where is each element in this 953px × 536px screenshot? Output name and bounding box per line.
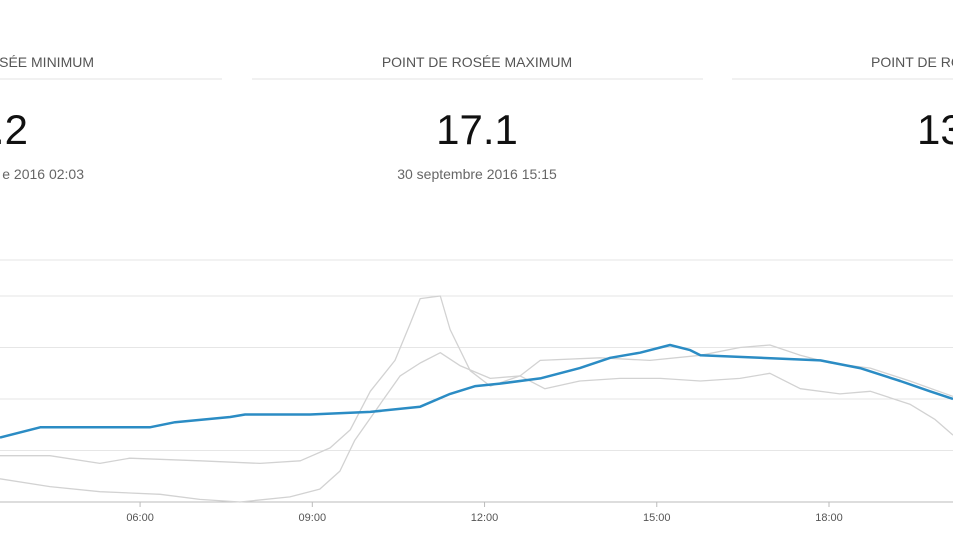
series-line — [0, 352, 953, 503]
x-tick-label: 06:00 — [126, 512, 154, 524]
x-tick-label: 12:00 — [471, 512, 499, 524]
panel-title: POINT DE ROSÉE MAXIMUM — [382, 54, 572, 70]
panel-date: e 2016 02:03 — [2, 166, 84, 182]
panel-value: 17.1 — [436, 106, 518, 153]
panel-value: .2 — [0, 106, 28, 153]
series-line — [0, 343, 953, 439]
x-tick-label: 09:00 — [299, 512, 327, 524]
x-tick-label: 18:00 — [815, 512, 843, 524]
panel: SÉE MINIMUM .2 e 2016 02:03 — [0, 54, 222, 182]
x-tick-label: 15:00 — [643, 512, 671, 524]
series-line — [0, 295, 953, 465]
chart: 06:00 09:00 12:00 15:00 18:00 — [0, 295, 953, 524]
panel: POINT DE ROSÉE MAXIMUM 17.1 30 septembre… — [252, 54, 703, 182]
panel: POINT DE RO 13 — [732, 54, 953, 153]
panel-title: POINT DE RO — [871, 54, 953, 70]
panel-date: 30 septembre 2016 15:15 — [397, 166, 557, 182]
panel-title: SÉE MINIMUM — [0, 54, 94, 70]
panel-value: 13 — [917, 106, 953, 153]
